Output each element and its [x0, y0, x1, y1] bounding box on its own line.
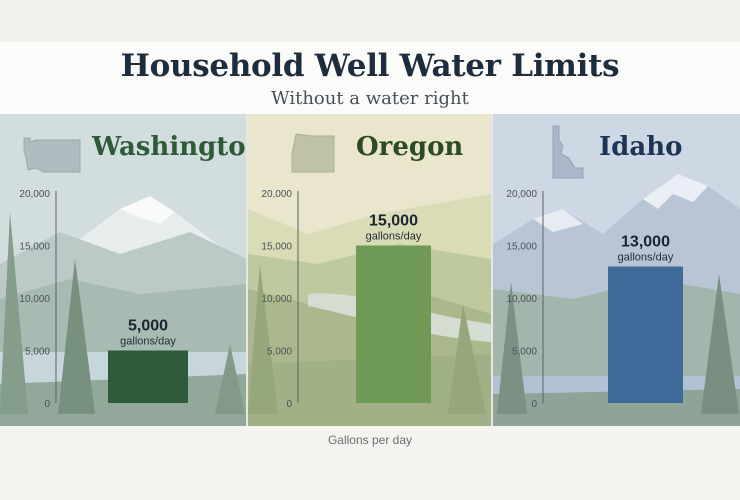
washington-y-tick-label: 15,000: [19, 242, 50, 253]
oregon-state-name: Oregon: [356, 132, 464, 162]
washington-panel: Washington 0 5,000 10,000 15,000 20,000 5,000…: [0, 114, 247, 426]
idaho-value-label: 13,000: [621, 234, 670, 251]
idaho-y-tick-label: 5,000: [512, 347, 537, 358]
idaho-bar-chart: 0 5,000 10,000 15,000 20,000 13,000gallons/da…: [506, 189, 683, 410]
idaho-state-name: Idaho: [599, 132, 683, 162]
washington-state-name: Washington: [92, 132, 247, 162]
washington-y-tick-label: 5,000: [25, 347, 50, 358]
idaho-panel: Idaho 0 5,000 10,000 15,000 20,000 13,000 gall…: [493, 114, 740, 426]
header: Household Well Water Limits Without a wa…: [0, 42, 740, 114]
idaho-unit-label: gallons/day: [618, 252, 674, 264]
top-band: [0, 0, 740, 42]
washington-value-label: 5,000: [128, 318, 168, 335]
washington-state-outline-icon: [23, 137, 81, 173]
footer: Gallons per day: [0, 426, 740, 500]
oregon-y-tick-label: 10,000: [261, 294, 292, 305]
idaho-bar: [608, 266, 683, 403]
washington-unit-label: gallons/day: [120, 336, 176, 348]
idaho-y-tick-label: 0: [531, 399, 537, 410]
page-subtitle: Without a water right: [271, 88, 469, 109]
idaho-y-tick-label: 20,000: [506, 189, 537, 200]
oregon-bar: [356, 245, 431, 403]
washington-y-tick-label: 10,000: [19, 294, 50, 305]
oregon-y-tick-label: 0: [286, 399, 292, 410]
oregon-y-tick-label: 20,000: [261, 189, 292, 200]
idaho-y-tick-label: 15,000: [506, 242, 537, 253]
oregon-state-outline-icon: [291, 133, 335, 173]
oregon-bar-chart: 05,00010,00015,00020,00015,000gallons/da…: [261, 189, 431, 410]
washington-y-tick-label: 20,000: [19, 189, 50, 200]
idaho-y-tick-label: 10,000: [506, 294, 537, 305]
oregon-value-label: 15,000: [369, 213, 418, 230]
washington-bar: [108, 350, 188, 403]
page-title: Household Well Water Limits: [120, 48, 620, 84]
oregon-y-tick-label: 5,000: [267, 347, 292, 358]
oregon-y-tick-label: 15,000: [261, 242, 292, 253]
oregon-unit-label: gallons/day: [366, 231, 422, 243]
idaho-state-outline-icon: [552, 125, 584, 179]
x-axis-label: Gallons per day: [327, 433, 413, 447]
panel-divider: [491, 114, 493, 426]
oregon-panel: Oregon 0 5,000 10,000 15,000 20,000 15,000 gal…: [248, 114, 491, 426]
panel-divider: [246, 114, 248, 426]
washington-y-tick-label: 0: [44, 399, 50, 410]
